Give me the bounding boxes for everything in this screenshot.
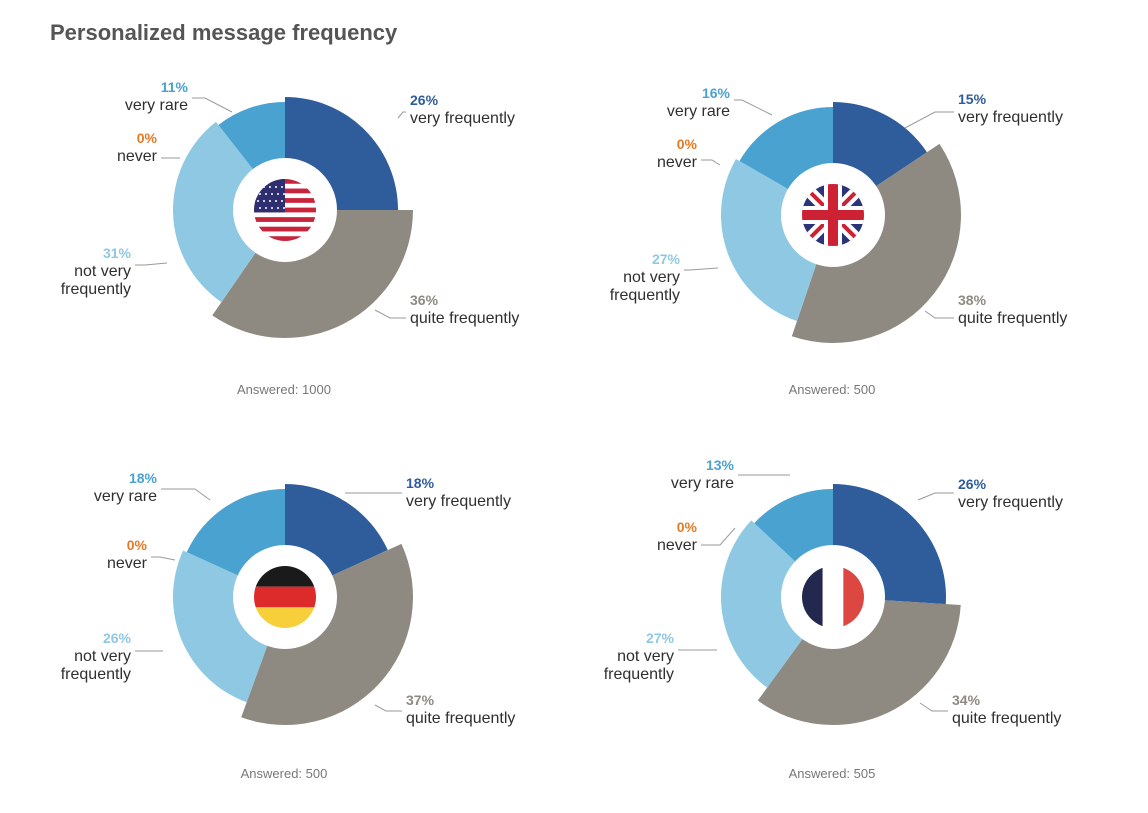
slice-category-label: very frequently [958,494,1063,511]
slice-category-label: never [107,555,148,572]
slice-percent-label: 26% [958,476,987,492]
leader-line [924,310,954,319]
slice-category-label: never [117,148,158,165]
slice-category-label: very frequently [410,110,515,127]
slice-category-label: not very [74,263,131,280]
slice-percent-label: 0% [677,136,698,152]
slice-category-label: quite frequently [410,310,519,327]
leader-line [135,262,168,266]
answered-count: Answered: 500 [789,382,876,397]
slice-category-label: not very [74,648,131,665]
slice-percent-label: 0% [127,537,148,553]
slice-quite-frequently [757,597,961,725]
leader-line [684,267,719,271]
slice-category-label: very rare [94,488,157,505]
france-flag-icon [802,566,864,628]
slice-category-label: never [657,537,698,554]
leader-line [904,111,954,129]
slice-percent-label: 16% [702,85,731,101]
pie-chart-3: 18% very frequently 37% quite frequently 26%… [61,470,516,781]
leader-line [374,704,402,712]
slice-percent-label: 31% [103,245,132,261]
slice-percent-label: 0% [137,130,158,146]
pie-chart-1: 26% very frequently 36% quite frequently 31%… [61,79,520,397]
slice-category-label: never [657,154,698,171]
slice-percent-label: 37% [406,692,435,708]
leader-line [917,492,954,501]
slice-percent-label: 27% [652,251,681,267]
slice-percent-label: 18% [129,470,158,486]
leader-line [919,702,948,712]
slice-category-label: very rare [667,103,730,120]
slice-not-very-frequently [721,520,833,688]
leader-line [701,527,736,546]
uk-flag-icon [802,184,864,246]
slice-category-label: quite frequently [406,710,515,727]
slice-percent-label: 18% [406,475,435,491]
leader-line [192,97,233,113]
slice-percent-label: 38% [958,292,987,308]
slice-not-very-frequently [172,121,285,303]
leader-line [397,111,406,119]
slice-percent-label: 26% [103,630,132,646]
leader-line [374,309,406,319]
leader-line [151,556,176,561]
germany-flag-icon [254,566,316,628]
slice-quite-frequently [241,543,413,725]
leader-line [161,488,211,501]
slice-category-label: very rare [671,475,734,492]
slice-percent-label: 11% [161,79,189,95]
slice-category-label: not very [623,269,680,286]
slice-category-label: not very [617,648,674,665]
leader-line [734,99,773,116]
slice-category-label: frequently [610,287,680,304]
slice-category-label: quite frequently [958,310,1067,327]
usa-flag-icon [254,179,316,241]
slice-percent-label: 34% [952,692,981,708]
slice-quite-frequently [212,210,413,339]
answered-count: Answered: 500 [241,766,328,781]
slice-category-label: very frequently [958,109,1063,126]
slice-percent-label: 26% [410,92,439,108]
slice-category-label: frequently [61,281,131,298]
slice-category-label: very rare [125,97,188,114]
slice-category-label: quite frequently [952,710,1061,727]
slice-percent-label: 0% [677,519,698,535]
answered-count: Answered: 505 [789,766,876,781]
slice-category-label: frequently [604,666,674,683]
slice-percent-label: 13% [706,457,735,473]
slice-category-label: frequently [61,666,131,683]
slice-percent-label: 27% [646,630,675,646]
leader-line [701,159,721,166]
slice-category-label: very frequently [406,493,511,510]
pie-chart-4: 26% very frequently 34% quite frequently 27%… [604,457,1063,781]
answered-count: Answered: 1000 [237,382,331,397]
pie-chart-2: 15% very frequently 38% quite frequently 27%… [610,85,1068,397]
chart-title: Personalized message frequency [50,20,398,45]
slice-percent-label: 36% [410,292,439,308]
slice-percent-label: 15% [958,91,987,107]
